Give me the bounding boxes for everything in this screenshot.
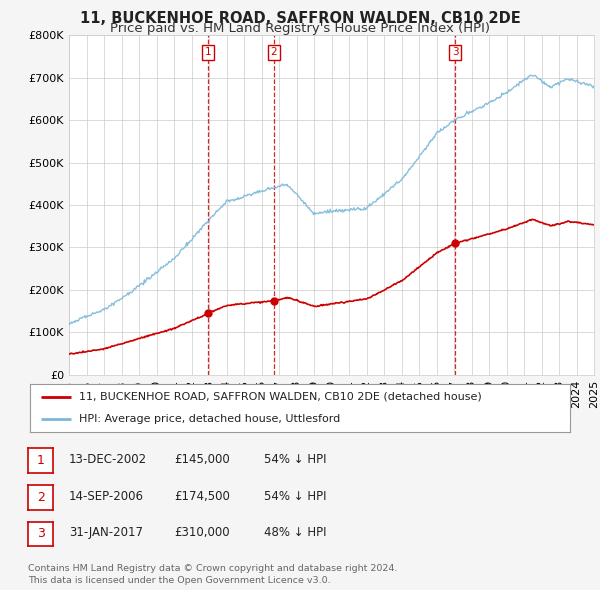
Text: HPI: Average price, detached house, Uttlesford: HPI: Average price, detached house, Uttl…	[79, 414, 340, 424]
Text: £145,000: £145,000	[174, 453, 230, 466]
Text: £310,000: £310,000	[174, 526, 230, 539]
Text: 1: 1	[205, 47, 212, 57]
Text: 54% ↓ HPI: 54% ↓ HPI	[264, 490, 326, 503]
Text: 11, BUCKENHOE ROAD, SAFFRON WALDEN, CB10 2DE (detached house): 11, BUCKENHOE ROAD, SAFFRON WALDEN, CB10…	[79, 392, 481, 402]
Text: 48% ↓ HPI: 48% ↓ HPI	[264, 526, 326, 539]
Text: £174,500: £174,500	[174, 490, 230, 503]
Text: Contains HM Land Registry data © Crown copyright and database right 2024.
This d: Contains HM Land Registry data © Crown c…	[28, 565, 398, 585]
Text: Price paid vs. HM Land Registry's House Price Index (HPI): Price paid vs. HM Land Registry's House …	[110, 22, 490, 35]
Text: 14-SEP-2006: 14-SEP-2006	[69, 490, 144, 503]
Text: 2: 2	[37, 491, 45, 504]
Text: 2: 2	[271, 47, 277, 57]
Text: 3: 3	[452, 47, 459, 57]
Text: 11, BUCKENHOE ROAD, SAFFRON WALDEN, CB10 2DE: 11, BUCKENHOE ROAD, SAFFRON WALDEN, CB10…	[80, 11, 520, 25]
Text: 13-DEC-2002: 13-DEC-2002	[69, 453, 147, 466]
Text: 3: 3	[37, 527, 45, 540]
Text: 1: 1	[37, 454, 45, 467]
Text: 31-JAN-2017: 31-JAN-2017	[69, 526, 143, 539]
Text: 54% ↓ HPI: 54% ↓ HPI	[264, 453, 326, 466]
